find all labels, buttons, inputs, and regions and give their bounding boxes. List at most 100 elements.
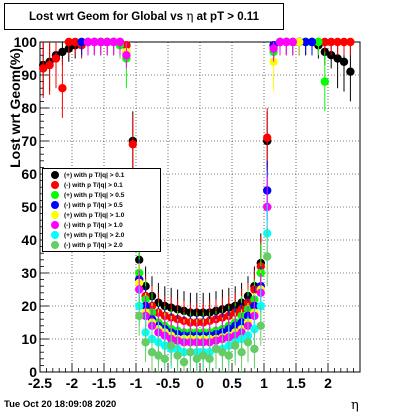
data-point: [141, 338, 150, 347]
data-point: [103, 37, 112, 47]
y-tick-label: 40: [21, 232, 37, 248]
y-tick-label: 70: [21, 133, 37, 149]
legend-marker: [51, 181, 59, 189]
data-point: [320, 37, 329, 47]
data-point: [58, 47, 67, 57]
data-point: [64, 37, 74, 47]
title-eta: η: [186, 9, 194, 23]
data-point: [301, 37, 310, 47]
data-point: [269, 44, 278, 53]
tick-labels: -2.5 -2 -1.5 -1 -0.5 0 0.5 1 1.5 2010203040506070…: [14, 34, 332, 391]
legend-marker: [51, 201, 59, 209]
data-point: [320, 77, 329, 86]
data-point: [339, 37, 349, 47]
legend-marker: [51, 211, 59, 219]
data-point: [314, 37, 323, 47]
x-tick-label: -2: [66, 375, 79, 391]
data-point: [199, 351, 208, 360]
title-suffix: at pT > 0.11: [196, 11, 259, 23]
data-point: [231, 341, 240, 350]
data-point: [173, 351, 182, 360]
data-point: [154, 351, 163, 360]
x-axis-label: η: [351, 398, 359, 413]
legend-entry: (+) with p T/|q| > 2.0: [43, 230, 160, 240]
legend-label: (-) with p T/|q| > 1.0: [64, 221, 123, 229]
data-point: [346, 67, 355, 76]
data-point: [109, 37, 118, 47]
legend-entry: (+) with p T/|q| > 0.5: [43, 190, 160, 200]
data-point: [237, 348, 246, 357]
data-point: [288, 37, 297, 47]
legend-label: (+) with p T/|q| > 0.1: [64, 171, 125, 179]
data-point: [122, 51, 131, 60]
data-point: [77, 37, 86, 47]
legend-marker: [51, 231, 59, 239]
x-tick-label: 1.5: [286, 375, 306, 391]
data-point: [256, 321, 265, 330]
y-tick-label: 60: [21, 166, 37, 182]
data-point: [135, 311, 144, 321]
data-point: [179, 357, 189, 367]
legend-marker: [51, 191, 59, 199]
legend-label: (+) with p T/|q| > 0.5: [64, 191, 125, 199]
data-point: [96, 37, 106, 47]
data-point: [333, 54, 342, 63]
y-axis-label: Lost wrt Geom(%): [7, 48, 23, 168]
y-tick-label: 50: [21, 199, 37, 215]
y-tick-label: 10: [21, 331, 37, 347]
legend-label: (+) with p T/|q| > 1.0: [64, 211, 125, 219]
data-point: [282, 37, 291, 47]
x-tick-label: -1: [130, 375, 143, 391]
data-point: [295, 37, 304, 47]
legend-entry: (-) with p T/|q| > 0.1: [43, 180, 160, 190]
axis-ticks: [39, 41, 361, 373]
data-point: [333, 37, 342, 47]
data-point: [275, 37, 285, 47]
data-point: [205, 354, 214, 363]
y-tick-label: 30: [21, 265, 37, 281]
x-tick-label: 2: [324, 375, 332, 391]
y-tick-label: 20: [21, 298, 37, 314]
chart-title: Lost wrt Geom for Global vs η at pT > 0.…: [4, 3, 284, 30]
data-point: [327, 37, 336, 47]
data-point: [339, 57, 349, 66]
data-series: [39, 37, 355, 372]
data-point: [90, 37, 99, 47]
y-tick-label: 100: [14, 34, 38, 50]
legend-label: (-) with p T/|q| > 2.0: [64, 241, 123, 249]
y-tick-label: 90: [21, 67, 37, 83]
legend-label: (-) with p T/|q| > 0.1: [64, 181, 123, 189]
legend-label: (-) with p T/|q| > 0.5: [64, 201, 123, 209]
x-tick-label: 0: [196, 375, 204, 391]
data-point: [167, 341, 176, 350]
data-point: [186, 348, 195, 357]
legend-entry: (-) with p T/|q| > 1.0: [43, 220, 160, 230]
legend: (+) with p T/|q| > 0.1 (-) with p T/|q| >…: [42, 168, 161, 252]
data-point: [211, 344, 221, 354]
data-point: [224, 351, 233, 360]
data-point: [192, 354, 201, 363]
legend-label: (+) with p T/|q| > 2.0: [64, 231, 125, 239]
legend-entry: (-) with p T/|q| > 2.0: [43, 240, 160, 250]
data-point: [71, 37, 80, 47]
data-point: [160, 354, 169, 363]
data-point: [307, 37, 317, 47]
x-tick-label: -0.5: [156, 375, 180, 391]
data-point: [83, 37, 93, 47]
x-tick-label: 1: [260, 375, 268, 391]
y-tick-label: 0: [29, 364, 37, 380]
legend-entry: (+) with p T/|q| > 0.1: [43, 170, 160, 180]
legend-marker: [51, 171, 59, 179]
data-point: [250, 324, 259, 334]
data-point: [147, 348, 157, 357]
date-stamp: Tue Oct 20 18:09:08 2020: [4, 399, 117, 410]
data-point: [218, 348, 227, 357]
data-point: [45, 60, 54, 70]
x-tick-label: -2.5: [28, 375, 52, 391]
series-8: [135, 226, 272, 372]
data-point: [250, 344, 259, 354]
legend-marker: [51, 221, 59, 229]
legend-entry: (+) with p T/|q| > 1.0: [43, 210, 160, 220]
data-point: [128, 140, 137, 149]
